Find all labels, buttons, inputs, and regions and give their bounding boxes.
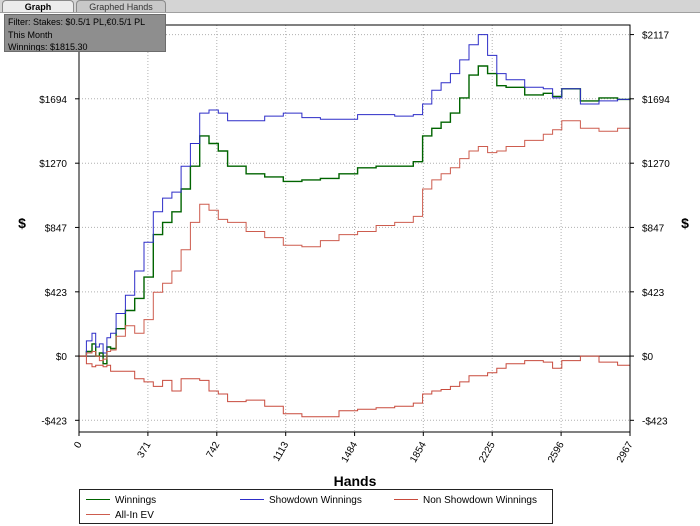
y-tick-label-right: $423: [642, 288, 665, 299]
legend-item-showdown: Showdown Winnings: [240, 495, 362, 507]
legend-swatch-showdown: [240, 498, 264, 500]
y-tick-label-right: $2117: [642, 31, 670, 42]
x-tick-label: 1854: [408, 440, 429, 465]
x-tick-label: 2967: [615, 440, 636, 465]
filter-info-box: Filter: Stakes: $0.5/1 PL,€0.5/1 PL This…: [4, 14, 166, 52]
y-tick-label-left: $1694: [39, 95, 67, 106]
legend-swatch-non-showdown: [394, 498, 418, 500]
x-tick-label: 2225: [477, 440, 498, 465]
chart-series: [79, 34, 631, 418]
tab-graphed-hands[interactable]: Graphed Hands: [76, 0, 166, 12]
series-non-showdown-winnings: [79, 355, 631, 418]
y-tick-label-right: $1270: [642, 159, 670, 170]
x-tick-label: 1484: [340, 440, 361, 465]
tab-bar: Graph Graphed Hands: [0, 0, 700, 13]
legend-item-allin-ev: All-In EV: [86, 510, 154, 522]
filter-winnings-text: Winnings: $1815.30: [8, 42, 88, 52]
series-showdown-winnings: [79, 34, 631, 357]
y-tick-label-left: $1270: [39, 159, 67, 170]
x-tick-label: 1113: [271, 440, 291, 464]
chart-legend: Winnings Showdown Winnings Non Showdown …: [79, 489, 553, 524]
y-tick-label-left: -$423: [41, 416, 67, 427]
x-axis-label: Hands: [334, 473, 377, 489]
x-tick-label: 0: [72, 440, 85, 451]
y-axis-label-right: $: [681, 215, 689, 231]
y-tick-label-right: $0: [642, 352, 654, 363]
legend-swatch-allin-ev: [86, 513, 110, 515]
chart-grid: [78, 25, 631, 432]
y-tick-label-right: $1694: [642, 95, 670, 106]
legend-item-winnings: Winnings: [86, 495, 156, 507]
y-tick-label-left: $0: [56, 352, 68, 363]
legend-swatch-winnings: [86, 498, 110, 500]
y-tick-label-right: $847: [642, 223, 665, 234]
y-tick-label-left: $847: [45, 223, 68, 234]
chart-frame: [75, 24, 634, 436]
tab-graph[interactable]: Graph: [2, 0, 74, 12]
x-tick-label: 2596: [546, 440, 567, 465]
y-tick-label-left: $423: [45, 288, 68, 299]
filter-period-text: This Month: [8, 29, 53, 40]
filter-stakes-text: Filter: Stakes: $0.5/1 PL,€0.5/1 PL: [8, 17, 146, 27]
y-axis-label-left: $: [18, 215, 26, 231]
plot-border: [78, 24, 631, 433]
legend-item-non-showdown: Non Showdown Winnings: [394, 495, 537, 507]
x-tick-label: 742: [205, 440, 223, 460]
series-allin-ev: [79, 120, 631, 362]
x-tick-label: 371: [136, 440, 154, 460]
y-tick-label-right: -$423: [642, 416, 668, 427]
